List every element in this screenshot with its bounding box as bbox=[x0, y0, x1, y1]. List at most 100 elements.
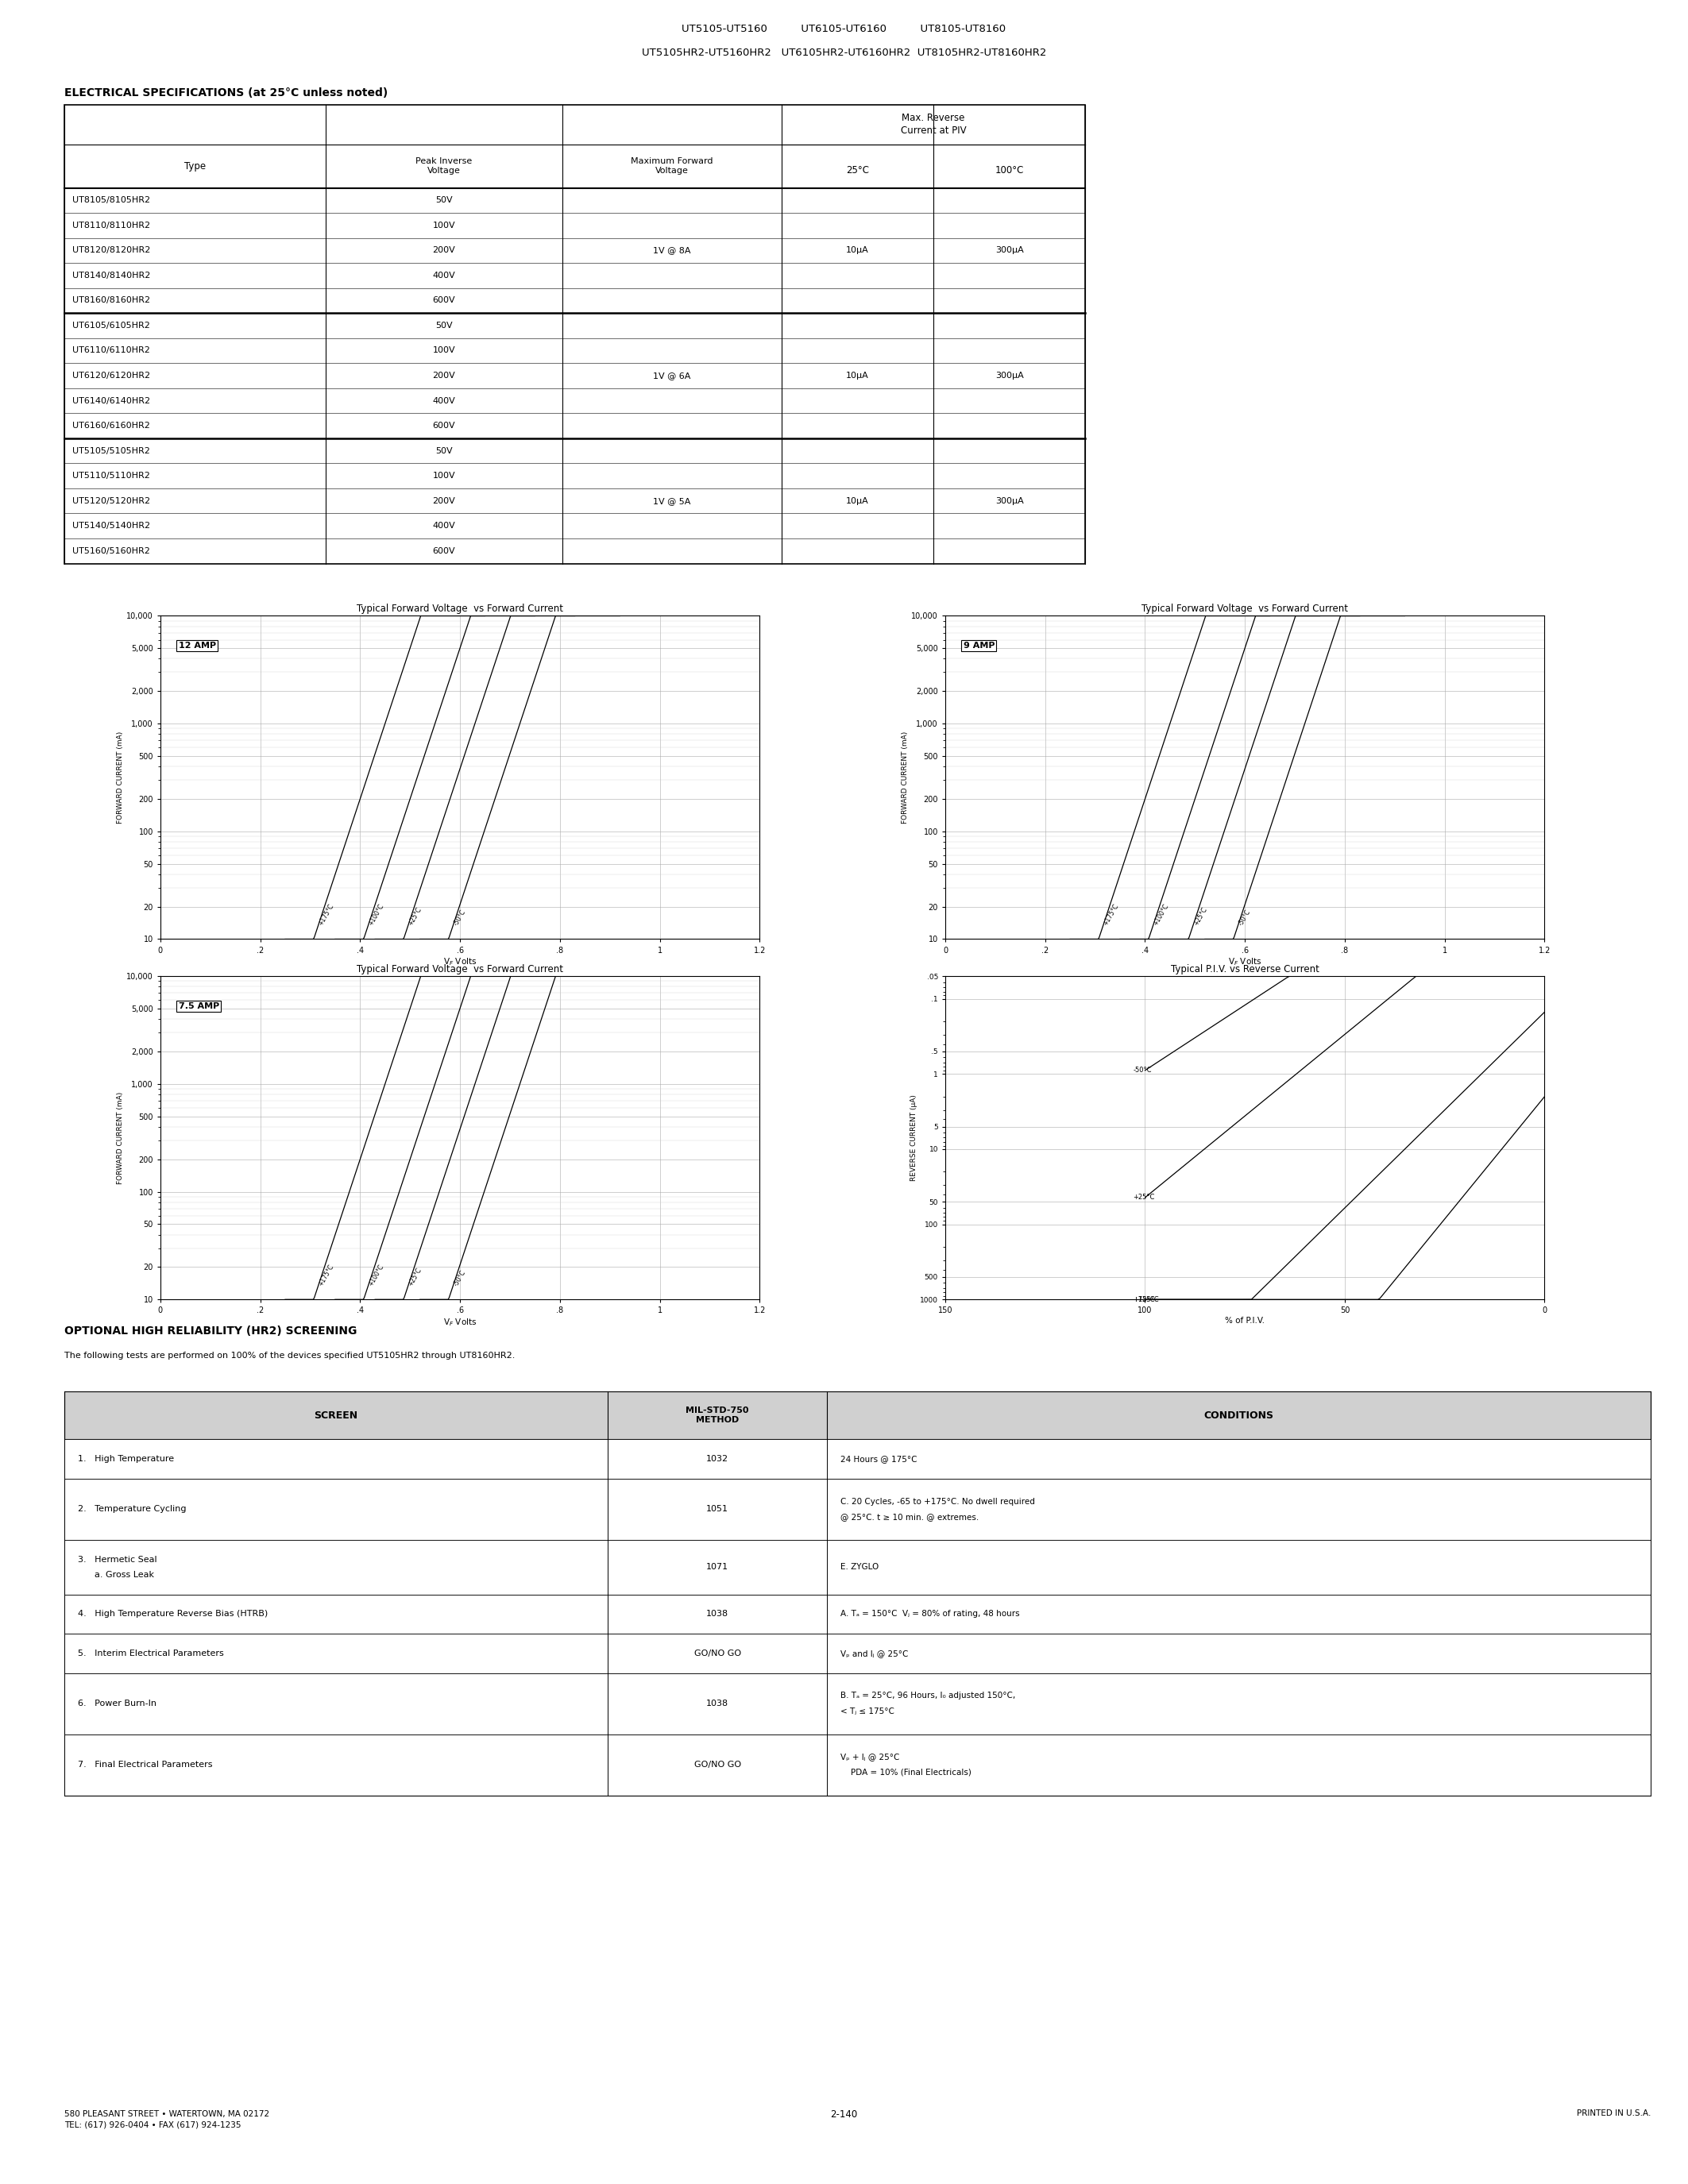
Polygon shape bbox=[64, 1540, 1651, 1594]
Text: 300μA: 300μA bbox=[996, 247, 1023, 253]
Text: @ 25°C. t ≥ 10 min. @ extremes.: @ 25°C. t ≥ 10 min. @ extremes. bbox=[841, 1514, 979, 1520]
Text: 1071: 1071 bbox=[706, 1564, 729, 1570]
Text: 12 AMP: 12 AMP bbox=[179, 642, 216, 649]
Text: +100°C: +100°C bbox=[1153, 902, 1170, 926]
Text: +125°C: +125°C bbox=[1133, 1295, 1160, 1304]
X-axis label: % of P.I.V.: % of P.I.V. bbox=[1225, 1317, 1264, 1326]
Text: UT6110/6110HR2: UT6110/6110HR2 bbox=[73, 347, 150, 354]
Text: 10μA: 10μA bbox=[846, 498, 869, 505]
Text: +25°C: +25°C bbox=[407, 906, 424, 926]
Text: UT8140/8140HR2: UT8140/8140HR2 bbox=[73, 271, 150, 280]
Polygon shape bbox=[64, 1673, 1651, 1734]
Text: 600V: 600V bbox=[432, 422, 456, 430]
Text: 7.   Final Electrical Parameters: 7. Final Electrical Parameters bbox=[78, 1760, 213, 1769]
Text: B. Tₐ = 25°C, 96 Hours, I₀ adjusted 150°C,: B. Tₐ = 25°C, 96 Hours, I₀ adjusted 150°… bbox=[841, 1693, 1016, 1699]
Polygon shape bbox=[64, 1634, 1651, 1673]
Text: UT8110/8110HR2: UT8110/8110HR2 bbox=[73, 221, 150, 229]
Text: A. Tₐ = 150°C  Vⱼ = 80% of rating, 48 hours: A. Tₐ = 150°C Vⱼ = 80% of rating, 48 hou… bbox=[841, 1610, 1020, 1618]
Text: 200V: 200V bbox=[432, 247, 456, 253]
Text: 580 PLEASANT STREET • WATERTOWN, MA 02172
TEL: (617) 926-0404 • FAX (617) 924-12: 580 PLEASANT STREET • WATERTOWN, MA 0217… bbox=[64, 2110, 268, 2129]
Text: 200V: 200V bbox=[432, 371, 456, 380]
Text: UT6120/6120HR2: UT6120/6120HR2 bbox=[73, 371, 150, 380]
Polygon shape bbox=[64, 1734, 1651, 1795]
Text: 1V @ 8A: 1V @ 8A bbox=[653, 247, 690, 253]
Text: MIL-STD-750
METHOD: MIL-STD-750 METHOD bbox=[685, 1406, 749, 1424]
Text: 600V: 600V bbox=[432, 546, 456, 555]
Text: 1051: 1051 bbox=[706, 1505, 729, 1514]
Text: 2.   Temperature Cycling: 2. Temperature Cycling bbox=[78, 1505, 186, 1514]
Title: Typical Forward Voltage  vs Forward Current: Typical Forward Voltage vs Forward Curre… bbox=[356, 603, 564, 614]
Polygon shape bbox=[64, 1479, 1651, 1540]
Text: 1V @ 5A: 1V @ 5A bbox=[653, 498, 690, 505]
Text: +175°C: +175°C bbox=[317, 1262, 336, 1286]
Text: Peak Inverse
Voltage: Peak Inverse Voltage bbox=[415, 157, 473, 175]
Text: 1V @ 6A: 1V @ 6A bbox=[653, 371, 690, 380]
Text: 100°C: 100°C bbox=[994, 166, 1025, 175]
Text: -50°C: -50°C bbox=[452, 1269, 468, 1286]
Text: UT8105/8105HR2: UT8105/8105HR2 bbox=[73, 197, 150, 205]
Text: UT8160/8160HR2: UT8160/8160HR2 bbox=[73, 297, 150, 304]
Text: 3.   Hermetic Seal: 3. Hermetic Seal bbox=[78, 1555, 157, 1564]
Text: Maximum Forward
Voltage: Maximum Forward Voltage bbox=[631, 157, 712, 175]
Text: Vₚ and Iⱼ @ 25°C: Vₚ and Iⱼ @ 25°C bbox=[841, 1649, 908, 1658]
Text: 200V: 200V bbox=[432, 498, 456, 505]
Text: UT5110/5110HR2: UT5110/5110HR2 bbox=[73, 472, 150, 480]
Text: 400V: 400V bbox=[432, 397, 456, 404]
Text: 9 AMP: 9 AMP bbox=[964, 642, 994, 649]
Text: GO/NO GO: GO/NO GO bbox=[694, 1649, 741, 1658]
Text: -50°C: -50°C bbox=[452, 909, 468, 926]
Text: 300μA: 300μA bbox=[996, 371, 1023, 380]
Title: Typical Forward Voltage  vs Forward Current: Typical Forward Voltage vs Forward Curre… bbox=[1141, 603, 1349, 614]
Text: Vₚ + Iⱼ @ 25°C: Vₚ + Iⱼ @ 25°C bbox=[841, 1754, 900, 1760]
Text: +100°C: +100°C bbox=[368, 1262, 385, 1286]
Text: PDA = 10% (Final Electricals): PDA = 10% (Final Electricals) bbox=[841, 1769, 972, 1776]
Text: +175°C: +175°C bbox=[317, 902, 336, 926]
Title: Typical P.I.V. vs Reverse Current: Typical P.I.V. vs Reverse Current bbox=[1171, 963, 1318, 974]
X-axis label: V$_F$ Volts: V$_F$ Volts bbox=[444, 1317, 476, 1328]
Text: UT5105-UT5160          UT6105-UT6160          UT8105-UT8160: UT5105-UT5160 UT6105-UT6160 UT8105-UT816… bbox=[682, 24, 1006, 35]
Text: 400V: 400V bbox=[432, 271, 456, 280]
Text: +25°C: +25°C bbox=[1133, 1195, 1155, 1201]
Polygon shape bbox=[64, 1439, 1651, 1479]
Text: 100V: 100V bbox=[432, 347, 456, 354]
Y-axis label: FORWARD CURRENT (mA): FORWARD CURRENT (mA) bbox=[116, 732, 125, 823]
Text: UT5120/5120HR2: UT5120/5120HR2 bbox=[73, 498, 150, 505]
Text: 50V: 50V bbox=[436, 321, 452, 330]
Text: 10μA: 10μA bbox=[846, 371, 869, 380]
Text: +75°C: +75°C bbox=[1133, 1295, 1155, 1304]
Text: 300μA: 300μA bbox=[996, 498, 1023, 505]
Text: OPTIONAL HIGH RELIABILITY (HR2) SCREENING: OPTIONAL HIGH RELIABILITY (HR2) SCREENIN… bbox=[64, 1326, 356, 1337]
Text: 100V: 100V bbox=[432, 221, 456, 229]
X-axis label: V$_F$ Volts: V$_F$ Volts bbox=[1229, 957, 1261, 968]
Y-axis label: FORWARD CURRENT (mA): FORWARD CURRENT (mA) bbox=[116, 1092, 125, 1184]
Text: < Tⱼ ≤ 175°C: < Tⱼ ≤ 175°C bbox=[841, 1708, 895, 1714]
Text: ELECTRICAL SPECIFICATIONS (at 25°C unless noted): ELECTRICAL SPECIFICATIONS (at 25°C unles… bbox=[64, 87, 388, 98]
Text: a. Gross Leak: a. Gross Leak bbox=[78, 1570, 154, 1579]
Text: UT6160/6160HR2: UT6160/6160HR2 bbox=[73, 422, 150, 430]
Text: 1.   High Temperature: 1. High Temperature bbox=[78, 1455, 174, 1463]
Text: UT6105/6105HR2: UT6105/6105HR2 bbox=[73, 321, 150, 330]
Text: -50°C: -50°C bbox=[1133, 1066, 1151, 1075]
Text: SCREEN: SCREEN bbox=[314, 1411, 358, 1420]
Text: 5.   Interim Electrical Parameters: 5. Interim Electrical Parameters bbox=[78, 1649, 223, 1658]
Text: 400V: 400V bbox=[432, 522, 456, 531]
Text: C. 20 Cycles, -65 to +175°C. No dwell required: C. 20 Cycles, -65 to +175°C. No dwell re… bbox=[841, 1498, 1035, 1505]
Text: 25°C: 25°C bbox=[846, 166, 869, 175]
Text: 50V: 50V bbox=[436, 197, 452, 205]
Polygon shape bbox=[64, 1594, 1651, 1634]
Text: 10μA: 10μA bbox=[846, 247, 869, 253]
Text: UT5105/5105HR2: UT5105/5105HR2 bbox=[73, 448, 150, 454]
Text: UT6140/6140HR2: UT6140/6140HR2 bbox=[73, 397, 150, 404]
Text: GO/NO GO: GO/NO GO bbox=[694, 1760, 741, 1769]
Text: UT5160/5160HR2: UT5160/5160HR2 bbox=[73, 546, 150, 555]
Text: 7.5 AMP: 7.5 AMP bbox=[179, 1002, 219, 1009]
Text: UT5105HR2-UT5160HR2   UT6105HR2-UT6160HR2  UT8105HR2-UT8160HR2: UT5105HR2-UT5160HR2 UT6105HR2-UT6160HR2 … bbox=[641, 48, 1047, 59]
Text: 4.   High Temperature Reverse Bias (HTRB): 4. High Temperature Reverse Bias (HTRB) bbox=[78, 1610, 268, 1618]
Text: UT8120/8120HR2: UT8120/8120HR2 bbox=[73, 247, 150, 253]
Text: CONDITIONS: CONDITIONS bbox=[1204, 1411, 1274, 1420]
Text: -50°C: -50°C bbox=[1237, 909, 1252, 926]
Text: 100V: 100V bbox=[432, 472, 456, 480]
Text: 6.   Power Burn-In: 6. Power Burn-In bbox=[78, 1699, 157, 1708]
Text: PRINTED IN U.S.A.: PRINTED IN U.S.A. bbox=[1577, 2110, 1651, 2118]
Title: Typical Forward Voltage  vs Forward Current: Typical Forward Voltage vs Forward Curre… bbox=[356, 963, 564, 974]
